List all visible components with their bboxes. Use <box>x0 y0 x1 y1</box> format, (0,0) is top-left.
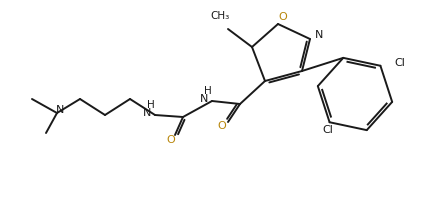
Text: O: O <box>279 12 287 22</box>
Text: N: N <box>200 94 208 104</box>
Text: Cl: Cl <box>322 125 333 135</box>
Text: H: H <box>147 100 155 110</box>
Text: Cl: Cl <box>394 58 405 68</box>
Text: N: N <box>56 105 64 115</box>
Text: N: N <box>143 108 151 118</box>
Text: CH₃: CH₃ <box>210 11 230 21</box>
Text: O: O <box>218 121 226 131</box>
Text: O: O <box>167 135 176 145</box>
Text: N: N <box>315 30 323 40</box>
Text: H: H <box>204 86 212 96</box>
